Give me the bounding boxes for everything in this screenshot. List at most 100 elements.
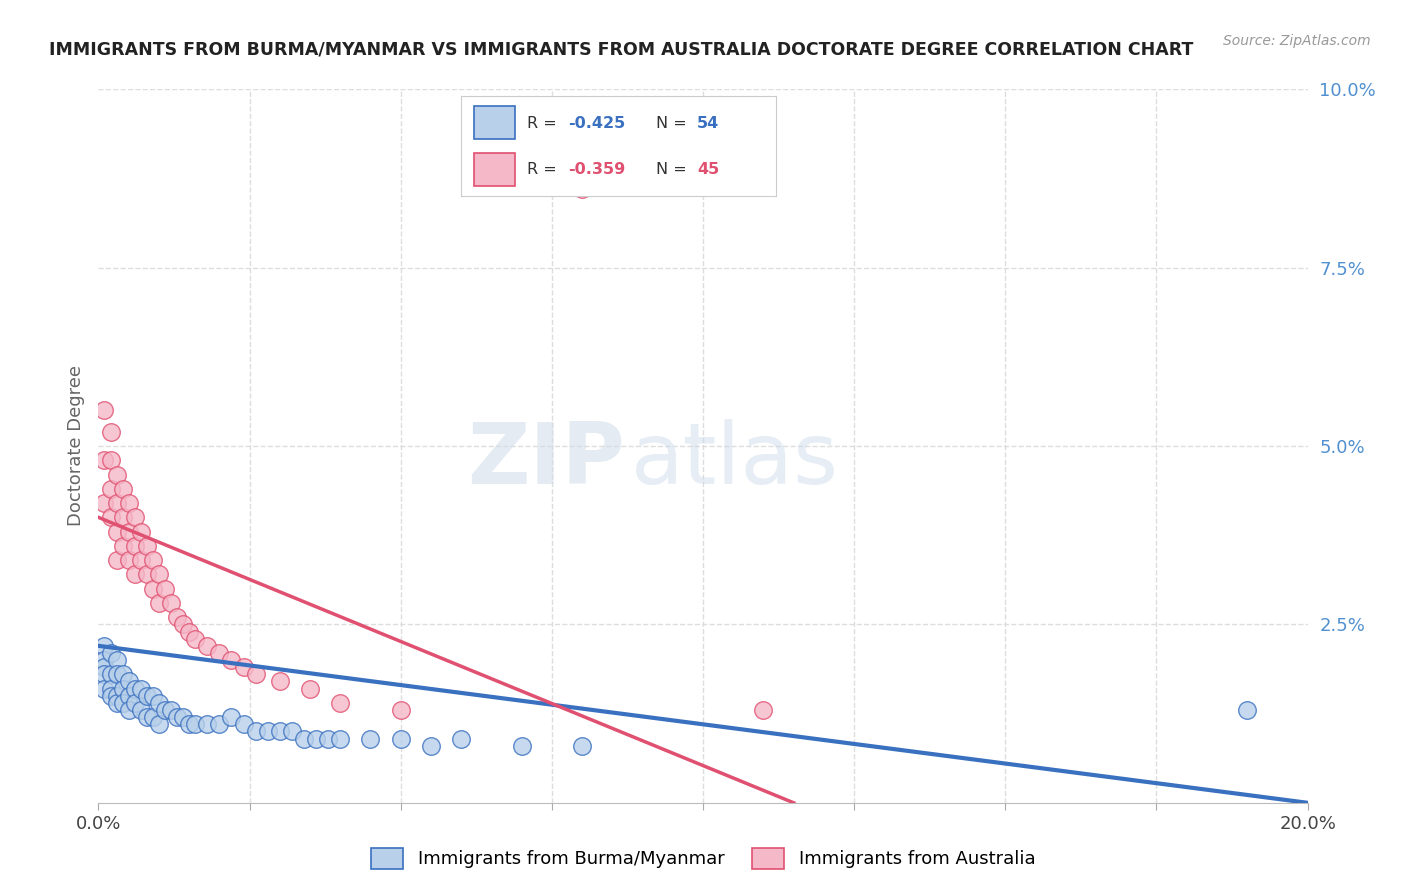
Point xyxy=(118,674,141,689)
Point xyxy=(124,696,146,710)
Point xyxy=(93,667,115,681)
Point xyxy=(292,731,315,746)
Point xyxy=(124,510,146,524)
Point xyxy=(360,731,382,746)
Point xyxy=(281,724,304,739)
Point xyxy=(221,653,243,667)
Point xyxy=(118,553,141,567)
Y-axis label: Doctorate Degree: Doctorate Degree xyxy=(66,366,84,526)
Point xyxy=(389,703,412,717)
Point xyxy=(179,624,201,639)
Point xyxy=(172,710,194,724)
Point xyxy=(153,703,176,717)
Text: atlas: atlas xyxy=(630,418,838,502)
Point xyxy=(148,717,170,731)
Point xyxy=(129,681,152,696)
Point xyxy=(142,710,165,724)
Point xyxy=(100,667,122,681)
Point xyxy=(142,553,165,567)
Point xyxy=(184,632,207,646)
Point xyxy=(93,403,115,417)
Point xyxy=(184,717,207,731)
Point xyxy=(100,689,122,703)
Point xyxy=(105,467,128,482)
Point xyxy=(269,674,291,689)
Point xyxy=(245,724,267,739)
Point xyxy=(93,453,115,467)
Point xyxy=(93,660,115,674)
Point xyxy=(111,539,134,553)
Point xyxy=(135,710,157,724)
Point xyxy=(100,425,122,439)
Point xyxy=(329,731,352,746)
Point xyxy=(269,724,291,739)
Point xyxy=(256,724,278,739)
Point xyxy=(105,553,128,567)
Point xyxy=(93,639,115,653)
Point xyxy=(142,689,165,703)
Point xyxy=(93,496,115,510)
Point xyxy=(100,646,122,660)
Point xyxy=(129,553,152,567)
Point xyxy=(129,524,152,539)
Point xyxy=(135,689,157,703)
Point xyxy=(111,482,134,496)
Point xyxy=(105,653,128,667)
Point xyxy=(100,510,122,524)
Point xyxy=(142,582,165,596)
Point xyxy=(124,681,146,696)
Text: ZIP: ZIP xyxy=(467,418,624,502)
Point xyxy=(232,717,254,731)
Point xyxy=(118,524,141,539)
Point xyxy=(105,696,128,710)
Point xyxy=(111,510,134,524)
Point xyxy=(208,646,231,660)
Point xyxy=(232,660,254,674)
Point xyxy=(100,482,122,496)
Point xyxy=(153,582,176,596)
Point xyxy=(105,689,128,703)
Point xyxy=(221,710,243,724)
Point xyxy=(93,653,115,667)
Point xyxy=(160,703,183,717)
Point xyxy=(105,524,128,539)
Point xyxy=(111,667,134,681)
Point xyxy=(299,681,322,696)
Point xyxy=(420,739,443,753)
Text: Source: ZipAtlas.com: Source: ZipAtlas.com xyxy=(1223,34,1371,48)
Point xyxy=(135,539,157,553)
Point xyxy=(129,703,152,717)
Point xyxy=(329,696,352,710)
Point xyxy=(571,182,593,196)
Point xyxy=(105,496,128,510)
Point xyxy=(179,717,201,731)
Point xyxy=(571,739,593,753)
Point xyxy=(93,681,115,696)
Point xyxy=(166,610,188,624)
Point xyxy=(1236,703,1258,717)
Point xyxy=(160,596,183,610)
Point xyxy=(316,731,339,746)
Point xyxy=(389,731,412,746)
Point xyxy=(305,731,328,746)
Point xyxy=(195,717,218,731)
Point xyxy=(148,596,170,610)
Point xyxy=(450,731,472,746)
Point xyxy=(208,717,231,731)
Point xyxy=(148,567,170,582)
Point xyxy=(166,710,188,724)
Point xyxy=(195,639,218,653)
Point xyxy=(245,667,267,681)
Point xyxy=(752,703,775,717)
Point xyxy=(118,689,141,703)
Point xyxy=(100,681,122,696)
Legend: Immigrants from Burma/Myanmar, Immigrants from Australia: Immigrants from Burma/Myanmar, Immigrant… xyxy=(364,840,1042,876)
Point xyxy=(118,496,141,510)
Point xyxy=(510,739,533,753)
Point xyxy=(100,453,122,467)
Point xyxy=(111,681,134,696)
Point xyxy=(172,617,194,632)
Point xyxy=(124,567,146,582)
Point xyxy=(105,667,128,681)
Point xyxy=(135,567,157,582)
